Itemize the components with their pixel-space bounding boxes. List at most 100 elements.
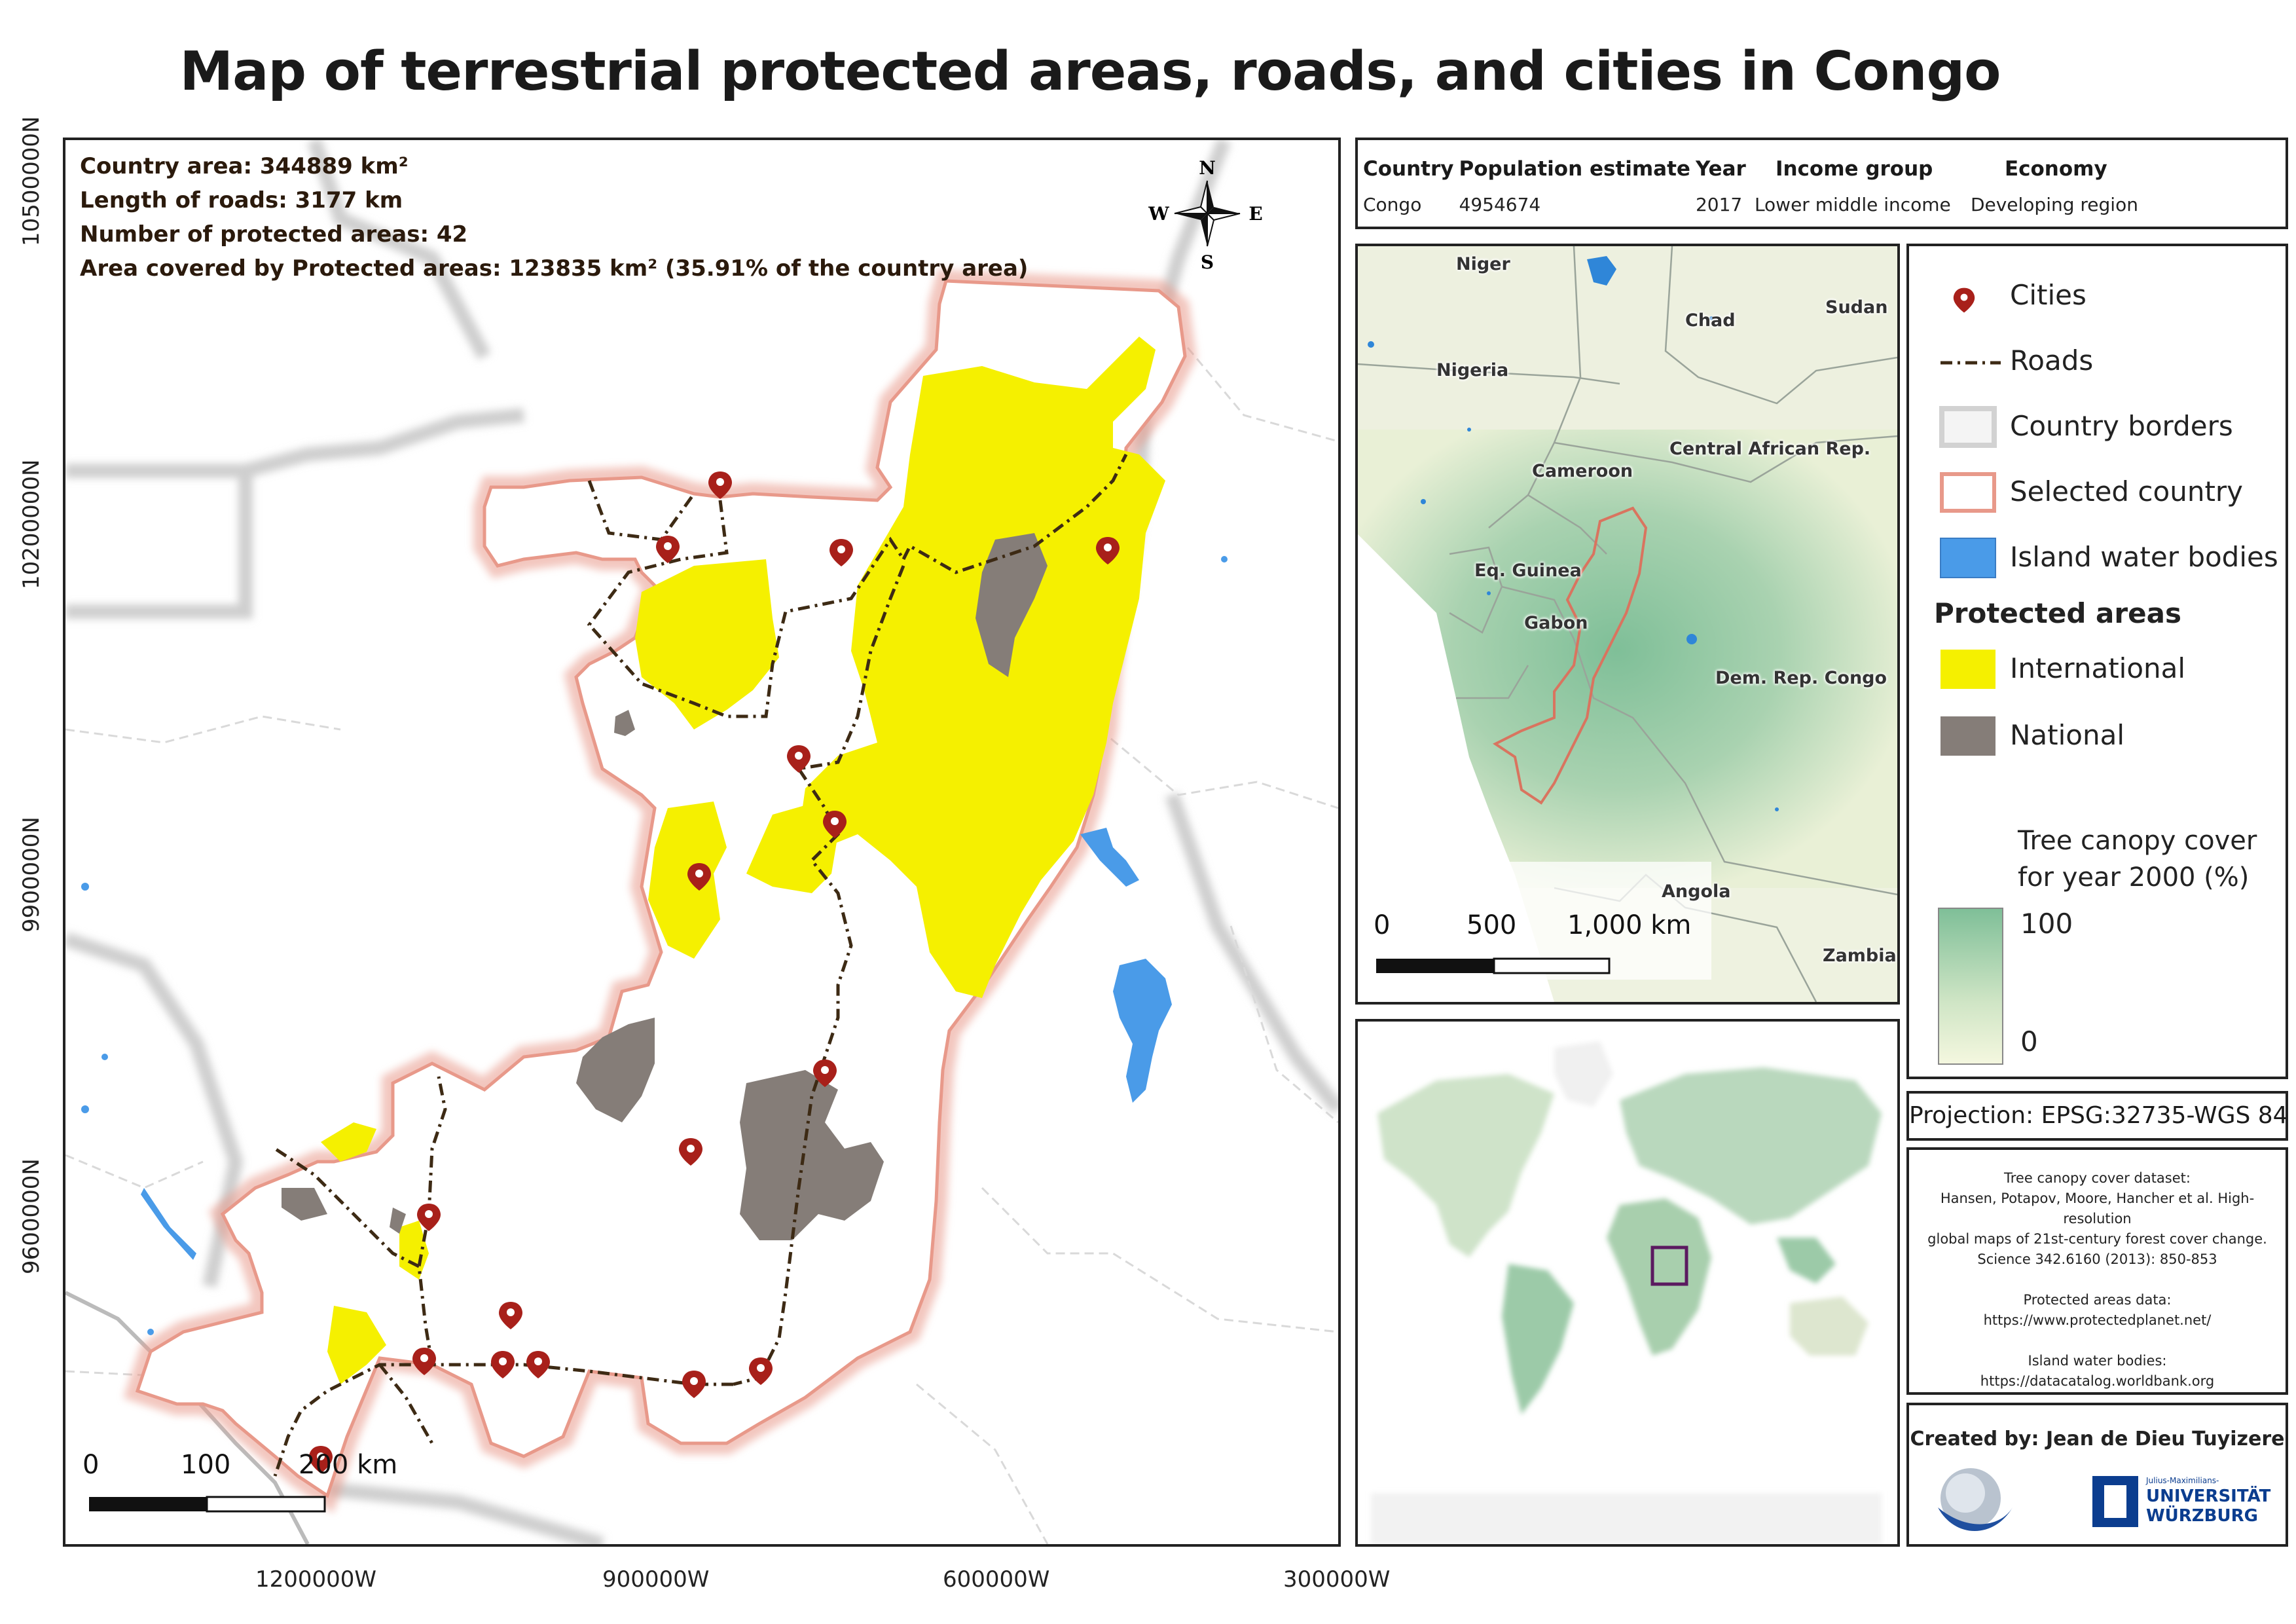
legend-protected-heading: Protected areas <box>1934 597 2181 629</box>
legend-water: Island water bodies <box>1938 534 2278 580</box>
canopy-min-label: 0 <box>2020 1025 2038 1058</box>
source-link[interactable]: https://www.protectedplanet.net/ <box>1983 1312 2212 1328</box>
regional-scale-label-0: 0 <box>1374 910 1391 940</box>
national-area-southwest-2 <box>390 1208 406 1234</box>
map-title: Map of terrestrial protected areas, road… <box>179 41 2001 103</box>
world-locator-map[interactable] <box>1355 1019 1900 1547</box>
regional-locator-map[interactable]: Niger Chad Sudan Nigeria Central African… <box>1355 244 1900 1005</box>
world-map-canvas <box>1371 1041 1882 1544</box>
author-credit: Created by: Jean de Dieu Tuyizere <box>1910 1428 2285 1450</box>
label-drc: Dem. Rep. Congo <box>1715 668 1887 688</box>
stat-protected-cover: Area covered by Protected areas: 123835 … <box>80 255 1029 282</box>
label-eq-guinea: Eq. Guinea <box>1474 561 1582 581</box>
stat-country-area: Country area: 344889 km² <box>80 153 409 179</box>
university-line-2: WÜRZBURG <box>2146 1506 2258 1526</box>
legend-international-label: International <box>2010 652 2186 684</box>
legend: Cities Roads Country borders Selected co… <box>1906 244 2288 1079</box>
source-line: global maps of 21st-century forest cover… <box>1927 1231 2267 1247</box>
x-tick-600000: 600000W <box>943 1566 1050 1593</box>
city-pin-icon <box>1953 287 1975 313</box>
label-niger: Niger <box>1456 254 1510 274</box>
national-area-odzala <box>975 533 1048 677</box>
table-header-year: Year <box>1695 157 1746 181</box>
stat-protected-count: Number of protected areas: 42 <box>80 221 468 248</box>
legend-cities-label: Cities <box>2010 279 2086 311</box>
protected-area-central-east <box>746 802 838 893</box>
legend-roads: Roads <box>1938 338 2278 384</box>
source-line: Protected areas data: <box>2023 1292 2172 1308</box>
national-area-small-north <box>614 710 635 736</box>
globe-logo-icon <box>1938 1468 2013 1531</box>
y-tick-9600000: 9600000N <box>18 1158 45 1274</box>
national-area-southwest <box>282 1188 327 1221</box>
protected-area-north-central <box>635 559 779 729</box>
north-arrow: N S E W <box>1148 157 1262 273</box>
national-protected-areas <box>282 533 1048 1240</box>
table-cell-population: 4954674 <box>1459 194 1541 215</box>
source-line: Tree canopy cover dataset: <box>2004 1170 2191 1186</box>
projection-box: Projection: EPSG:32735-WGS 84 <box>1906 1091 2288 1141</box>
legend-national: National <box>1938 712 2278 758</box>
university-crest-icon <box>2092 1476 2138 1527</box>
regional-borders <box>1358 246 1897 1002</box>
selected-country-swatch-icon <box>1940 472 1996 513</box>
regional-congo-outline <box>1493 506 1648 805</box>
protected-area-central <box>648 802 727 959</box>
table-header-income: Income group <box>1775 157 1933 181</box>
legend-borders: Country borders <box>1938 403 2278 449</box>
country-stats: Country area: 344889 km² Length of roads… <box>80 149 1028 286</box>
main-map-canvas: N S E W <box>65 140 1338 1544</box>
x-tick-300000: 300000W <box>1283 1566 1391 1593</box>
world-map-extent-box <box>1650 1246 1688 1286</box>
canopy-legend-title: Tree canopy cover for year 2000 (%) <box>2018 822 2257 896</box>
compass-e: E <box>1248 203 1262 225</box>
main-scale-label-200: 200 km <box>299 1450 398 1480</box>
credits-box: Created by: Jean de Dieu Tuyizere Julius… <box>1906 1403 2288 1547</box>
regional-scale-label-1000: 1,000 km <box>1567 910 1692 940</box>
world-landmasses <box>1371 1041 1882 1544</box>
international-protected-areas <box>321 337 1165 1384</box>
national-swatch-icon <box>1941 716 1995 756</box>
compass-n: N <box>1199 157 1216 179</box>
protected-area-southwest-3 <box>327 1306 386 1384</box>
label-cameroon: Cameroon <box>1532 461 1633 481</box>
x-tick-900000: 900000W <box>602 1566 710 1593</box>
y-tick-9900000: 9900000N <box>18 817 45 932</box>
source-line: Hansen, Potapov, Moore, Hancher et al. H… <box>1940 1190 2255 1227</box>
legend-cities: Cities <box>1938 272 2278 318</box>
island-water-bodies <box>81 556 1228 1335</box>
national-area-lefini <box>740 1070 884 1240</box>
table-cell-year: 2017 <box>1695 194 1743 215</box>
regional-map-canvas <box>1358 246 1897 1002</box>
table-header-country: Country <box>1363 157 1454 181</box>
university-line-1: UNIVERSITÄT <box>2146 1486 2271 1506</box>
main-scale-label-0: 0 <box>82 1450 100 1480</box>
admin-lines <box>65 336 1338 1544</box>
lake-tumba <box>1080 828 1139 887</box>
x-tick-1200000: 1200000W <box>255 1566 377 1593</box>
university-logo: Julius-Maximilians- UNIVERSITÄT WÜRZBURG <box>2092 1476 2270 1528</box>
regional-lakes <box>1368 256 1779 811</box>
protected-area-southwest-1 <box>321 1122 376 1162</box>
table-cell-country: Congo <box>1363 194 1422 215</box>
international-swatch-icon <box>1941 650 1995 689</box>
source-link[interactable]: https://datacatalog.worldbank.org <box>1980 1373 2215 1389</box>
table-header-economy: Economy <box>2004 157 2107 181</box>
university-small-text: Julius-Maximilians- <box>2146 1476 2219 1485</box>
source-line: Island water bodies: <box>2028 1353 2167 1369</box>
compass-w: W <box>1148 203 1169 225</box>
stat-road-length: Length of roads: 3177 km <box>80 187 403 213</box>
canopy-title-line-1: Tree canopy cover <box>2018 826 2257 856</box>
main-map[interactable]: N S E W Country area: 344889 km² Length … <box>63 138 1341 1547</box>
protected-area-southwest-2 <box>399 1221 429 1280</box>
main-scale-label-100: 100 <box>181 1450 231 1480</box>
table-header-population: Population estimate <box>1459 157 1690 181</box>
table-cell-economy: Developing region <box>1970 194 2138 215</box>
water-swatch-icon <box>1940 538 1996 578</box>
table-cell-income: Lower middle income <box>1754 194 1951 215</box>
compass-s: S <box>1201 251 1214 273</box>
national-area-lesio <box>576 1018 655 1122</box>
label-gabon: Gabon <box>1524 613 1588 633</box>
regional-scale-label-500: 500 <box>1467 910 1517 940</box>
border-swatch-icon <box>1939 406 1997 448</box>
